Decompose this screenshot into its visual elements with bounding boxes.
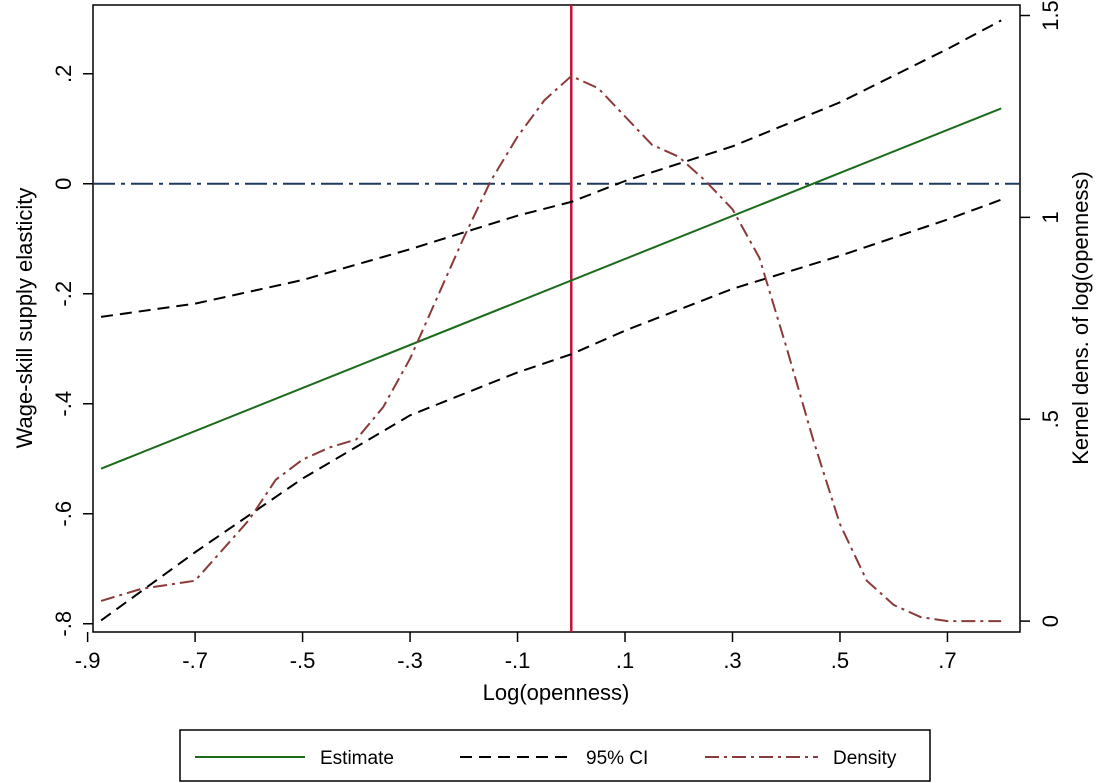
x-tick-label: -.3 bbox=[397, 648, 423, 673]
x-tick-label: -.7 bbox=[182, 648, 208, 673]
x-tick-label: .7 bbox=[938, 648, 956, 673]
y-tick-label-left: -.8 bbox=[51, 611, 76, 637]
x-axis-title: Log(openness) bbox=[483, 680, 630, 705]
y-tick-label-left: 0 bbox=[51, 178, 76, 190]
y2-tick-label-right: .5 bbox=[1038, 410, 1063, 428]
x-tick-label: -.5 bbox=[290, 648, 316, 673]
legend-label-estimate: Estimate bbox=[320, 748, 394, 769]
x-tick-label: .1 bbox=[616, 648, 634, 673]
plot-area bbox=[92, 4, 1021, 633]
series-line-density-3 bbox=[100, 75, 1002, 623]
x-tick-label: .3 bbox=[723, 648, 741, 673]
legend: Estimate 95% CI Density bbox=[179, 729, 931, 782]
legend-label-ci: 95% CI bbox=[586, 748, 648, 769]
series-line-estimate-0 bbox=[100, 107, 1002, 470]
y2-tick-label-right: 1.5 bbox=[1038, 0, 1063, 31]
series-line-95-ci-2 bbox=[100, 198, 1002, 622]
legend-label-density: Density bbox=[833, 748, 897, 769]
legend-box bbox=[179, 729, 931, 782]
y2-axis-title-right: Kernel dens. of log(openness) bbox=[1068, 171, 1093, 465]
y2-tick-label-right: 0 bbox=[1038, 615, 1063, 627]
y-axis-title-left: Wage-skill supply elasticity bbox=[12, 188, 37, 449]
y-tick-label-left: -.4 bbox=[51, 391, 76, 417]
y-tick-label-left: -.6 bbox=[51, 501, 76, 527]
y-tick-label-left: .2 bbox=[51, 65, 76, 83]
series-line-95-ci-1 bbox=[100, 19, 1002, 318]
x-tick-label: -.9 bbox=[75, 648, 101, 673]
y2-tick-label-right: 1 bbox=[1038, 211, 1063, 223]
y-tick-label-left: -.2 bbox=[51, 281, 76, 307]
x-tick-label: -.1 bbox=[505, 648, 531, 673]
x-tick-label: .5 bbox=[831, 648, 849, 673]
